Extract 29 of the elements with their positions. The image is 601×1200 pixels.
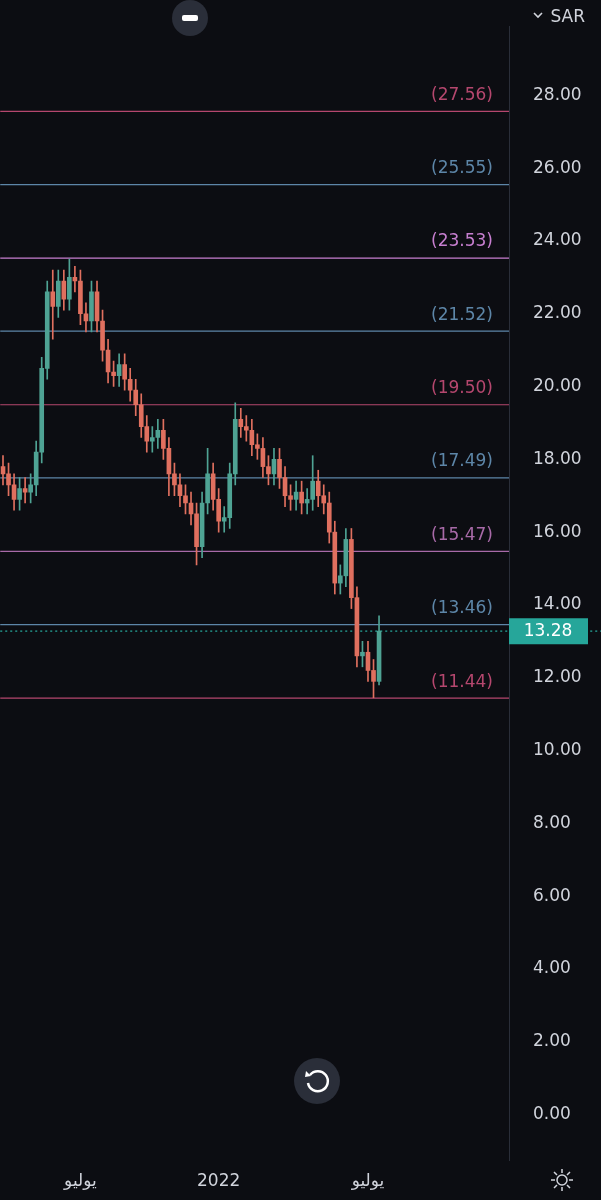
y-tick-label: 26.00 (533, 156, 582, 177)
ref-line-label: (17.49) (431, 450, 493, 471)
ref-line-label: (19.50) (431, 377, 493, 398)
text: SAR (550, 6, 585, 26)
x-tick-label: يوليو (63, 1169, 97, 1190)
x-tick-label: يوليو (350, 1169, 385, 1190)
ref-line-label: (11.44) (431, 670, 493, 691)
ref-line-label: (25.55) (431, 156, 493, 177)
y-tick-label: 0.00 (533, 1102, 571, 1123)
y-tick-label: 20.00 (533, 374, 582, 395)
y-tick-label: 4.00 (533, 957, 571, 978)
ref-line-label: (13.46) (431, 597, 493, 618)
y-tick-label: 8.00 (533, 811, 571, 832)
ref-line-label: (27.56) (431, 83, 493, 104)
y-tick-label: 22.00 (533, 302, 582, 323)
ref-line-label: (21.52) (431, 303, 493, 324)
ref-line-label: (23.53) (431, 230, 493, 251)
y-tick-label: 18.00 (533, 447, 582, 468)
y-tick-label: 24.00 (533, 229, 582, 250)
ref-line-label: (15.47) (431, 523, 493, 544)
y-tick-label: 12.00 (533, 666, 582, 687)
y-tick-label: 6.00 (533, 884, 571, 905)
x-tick-label: 2022 (197, 1169, 241, 1190)
y-tick-label: 10.00 (533, 738, 582, 759)
y-tick-label: 2.00 (533, 1030, 571, 1051)
y-tick-label: 16.00 (533, 520, 582, 541)
y-tick-label: 28.00 (533, 83, 582, 104)
ref-line-label: 13.28 (523, 619, 573, 640)
y-tick-label: 14.00 (533, 593, 582, 614)
